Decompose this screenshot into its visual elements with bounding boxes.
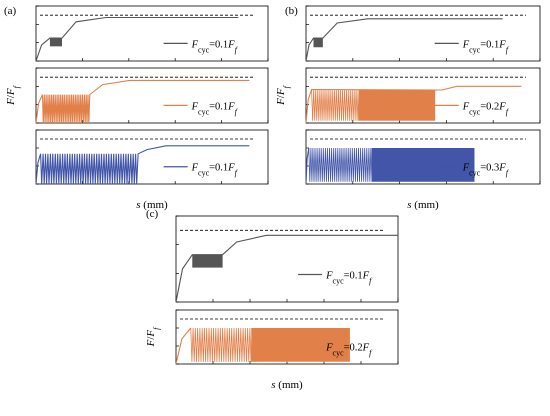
legend-label: Fcyc=0.1Ff (191, 163, 239, 178)
series-line (175, 327, 192, 365)
legend-label: Fcyc=0.1Ff (462, 39, 510, 54)
cyclic-band (358, 89, 436, 121)
series-line (35, 79, 250, 124)
cyclic-band (192, 254, 223, 268)
y-axis-label: F/Ff (5, 84, 21, 106)
plot-frame (35, 5, 269, 62)
subplot-5: F/Ff Fcyc=0.2Ff (275, 67, 541, 124)
series-line (305, 147, 310, 185)
cyclic-band (49, 38, 62, 47)
cyclic-band (371, 148, 475, 182)
legend-label: Fcyc=0.1Ff (325, 270, 373, 285)
panel-label-c: (c) (146, 208, 159, 220)
series-line (35, 145, 250, 185)
legend-label: Fcyc=0.2Ff (325, 343, 373, 358)
cyclic-band (251, 328, 350, 362)
x-axis-label: s (mm) (407, 199, 439, 211)
cyclic-loops (311, 89, 360, 121)
legend-label: Fcyc=0.3Ff (462, 163, 510, 178)
plot-frame (35, 129, 269, 185)
cyclic-loops (190, 327, 253, 362)
subplot-3: s (mm) Fcyc=0.1Ff (35, 129, 269, 211)
x-axis-label: s (mm) (271, 379, 303, 391)
subplot-2: F/Ff Fcyc=0.1Ff (5, 67, 269, 124)
plot-frame (305, 5, 541, 62)
plot-frame (35, 67, 269, 124)
series-line (35, 16, 239, 62)
legend-label: Fcyc=0.2Ff (462, 101, 510, 116)
cyclic-band (313, 38, 323, 48)
legend-label: Fcyc=0.1Ff (191, 101, 239, 116)
series-line (175, 234, 398, 303)
y-axis-label: F/Ff (275, 84, 291, 106)
y-axis-label: F/Ff (145, 326, 161, 348)
cyclic-loops (308, 147, 374, 182)
subplots: Fcyc=0.1Ff F/Ff Fcyc=0.1Ff s (mm) Fcyc=0.1Ff… (5, 5, 541, 391)
subplot-8: s (mm) F/Ff Fcyc=0.2Ff (145, 309, 399, 391)
subplot-1: Fcyc=0.1Ff (35, 5, 269, 62)
plot-frame (305, 67, 541, 124)
subplot-4: Fcyc=0.1Ff (305, 5, 541, 62)
subplot-7: Fcyc=0.1Ff (175, 215, 399, 303)
plot-frame (305, 129, 541, 185)
legend-label: Fcyc=0.1Ff (191, 39, 239, 54)
x-axis-label: s (mm) (136, 199, 168, 211)
subplot-6: s (mm) Fcyc=0.3Ff (305, 129, 541, 211)
panel-label-a: (a) (4, 5, 17, 17)
series-line (305, 18, 503, 62)
panel-label-b: (b) (285, 5, 298, 17)
